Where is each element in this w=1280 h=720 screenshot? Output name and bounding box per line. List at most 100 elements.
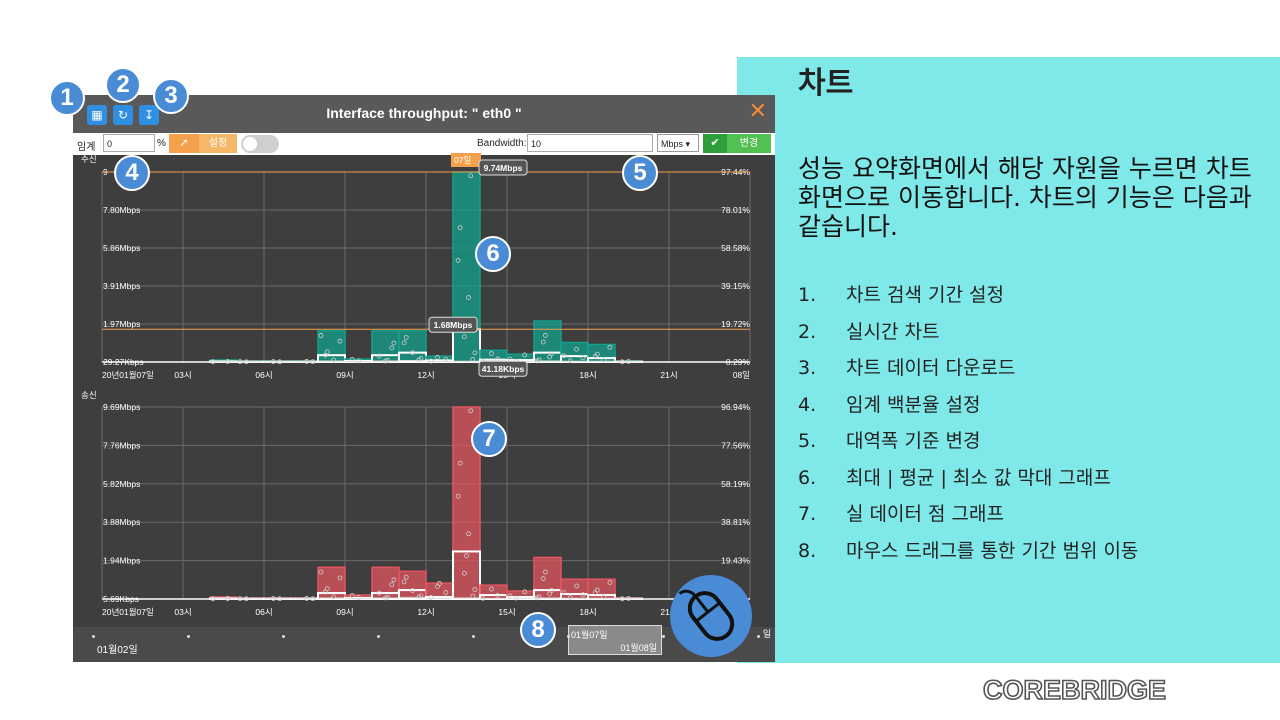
list-item: 6. 최대 | 평균 | 최소 값 막대 그래프 (798, 466, 1111, 489)
max-bar (371, 566, 400, 600)
data-point (488, 586, 494, 592)
list-item: 7. 실 데이터 점 그래프 (798, 503, 1004, 525)
corebridge-logo: COREBRIDGE (982, 674, 1167, 706)
data-point (391, 577, 397, 583)
data-point (401, 579, 407, 585)
data-point (468, 408, 474, 414)
max-bar (398, 570, 427, 600)
y-axis-label: 1.94Mbps (103, 556, 140, 566)
set-threshold-button[interactable]: 설정 (199, 134, 237, 153)
data-point (443, 356, 449, 362)
data-point (574, 346, 580, 352)
data-point (574, 583, 580, 589)
callout-badge: 6 (475, 236, 511, 272)
max-bar (371, 330, 400, 363)
chart-toolbar: 임계 0 % ➚ 설정 Bandwidth: 10 Mbps ▾ ✔ 변경 (73, 133, 775, 155)
data-point (318, 333, 324, 338)
data-point (337, 338, 343, 344)
list-item: 5. 대역폭 기준 변경 (798, 430, 981, 452)
data-point (461, 334, 467, 340)
unit-select[interactable]: Mbps ▾ (657, 134, 699, 152)
x-axis-label: 20년01월07일 (102, 607, 154, 617)
callout-badge: 4 (114, 155, 150, 191)
data-point (337, 575, 343, 581)
data-point (580, 592, 586, 598)
bandwidth-input[interactable]: 10 (527, 134, 653, 152)
x-axis-label: 06시 (255, 370, 272, 380)
check-icon[interactable]: ✔ (703, 134, 727, 153)
data-point (322, 352, 328, 358)
y2-axis-label: 39.15% (721, 281, 750, 291)
chart-window: ▦ ↻ ↧ Interface throughput: " eth0 " ✕ 임… (73, 95, 775, 662)
avg-value-label-box (428, 316, 478, 333)
data-point (385, 358, 391, 363)
data-point (385, 595, 391, 600)
y-axis-label: 7.76Mbps (103, 440, 140, 450)
data-point (310, 596, 316, 602)
y2-axis-label: 58.19% (721, 479, 750, 489)
data-point (464, 553, 469, 559)
data-point (389, 345, 395, 351)
x-axis-label: 06시 (255, 607, 272, 617)
data-point (403, 574, 409, 580)
y-axis-label: 5.86Mbps (103, 243, 140, 253)
data-point (383, 595, 388, 601)
data-point (466, 295, 472, 300)
data-point (434, 354, 440, 360)
data-point (536, 357, 542, 363)
avg-bar (587, 357, 616, 364)
data-point (457, 225, 463, 231)
date-tag (451, 153, 481, 167)
data-point (243, 359, 249, 365)
data-point (601, 594, 606, 600)
data-point (304, 359, 310, 364)
range-navigator[interactable]: 01월02일 01월07일 01월08일 일 (73, 625, 775, 662)
data-point (237, 596, 243, 602)
y2-axis-label: 78.01% (721, 205, 750, 215)
data-point (324, 586, 330, 592)
data-point (349, 357, 355, 362)
y2-axis-label: 77.56% (721, 440, 750, 450)
data-point (513, 595, 519, 601)
data-point (547, 591, 553, 597)
change-bandwidth-button[interactable]: 변경 (727, 134, 771, 153)
navigator-start-label: 01월02일 (97, 645, 138, 656)
refresh-icon[interactable]: ↻ (113, 105, 133, 125)
date-tag-label: 07일 (454, 155, 471, 165)
data-point (376, 590, 382, 596)
navigator-tick (757, 635, 760, 638)
data-point (549, 351, 555, 357)
y-axis-label: 9.69Mbps (103, 402, 140, 412)
y-axis-label: 3.88Mbps (103, 517, 140, 527)
data-point (225, 359, 231, 364)
navigator-tick (282, 635, 285, 638)
data-point (480, 595, 486, 601)
x-axis-label: 18시 (579, 607, 596, 617)
data-point (437, 581, 442, 586)
x-axis-label: 12시 (417, 370, 434, 380)
threshold-input[interactable]: 0 (103, 134, 155, 152)
threshold-toggle[interactable] (241, 135, 279, 153)
data-point (580, 355, 586, 361)
data-point (410, 588, 415, 594)
navigator-tick (472, 635, 475, 638)
info-panel (737, 57, 1280, 663)
list-item: 4. 임계 백분율 설정 (798, 393, 981, 416)
data-point (383, 358, 388, 364)
close-icon[interactable]: ✕ (748, 99, 767, 124)
data-point (356, 358, 361, 364)
y2-axis-label: 96.94% (721, 402, 750, 412)
data-point (457, 460, 463, 466)
data-point (277, 359, 283, 365)
data-point (428, 595, 434, 600)
feature-list: 1. 차트 검색 기간 설정 2. 실시간 차트 3. 차트 데이터 다운로드 4. 임… (798, 284, 1218, 576)
navigator-range-handle[interactable]: 01월07일 01월08일 (568, 625, 662, 655)
throughput-charts[interactable]: 수신9 97.44%7.80Mbps 78.01%5.86Mbps 58.58%3.9… (73, 95, 775, 627)
pin-icon[interactable]: ➚ (169, 134, 199, 153)
list-item: 3. 차트 데이터 다운로드 (798, 357, 1016, 379)
data-point (376, 353, 382, 359)
calendar-icon[interactable]: ▦ (87, 105, 107, 125)
data-point (403, 335, 409, 340)
download-icon[interactable]: ↧ (139, 105, 159, 125)
data-point (304, 596, 310, 601)
